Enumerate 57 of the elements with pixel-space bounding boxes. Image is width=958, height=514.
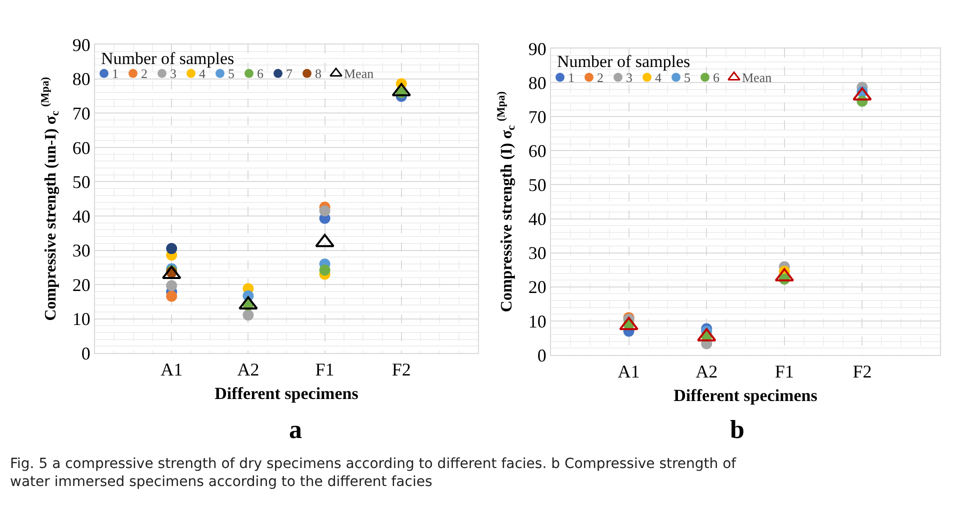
legend-label: 6 — [713, 70, 720, 85]
legend-title: Number of samples — [557, 52, 690, 71]
point — [242, 310, 254, 321]
legend-label: Mean — [742, 70, 772, 85]
point — [319, 264, 330, 276]
y-tick-label: 70 — [72, 103, 90, 124]
x-tick-label: A2 — [237, 360, 260, 380]
legend-label: 2 — [141, 66, 148, 81]
y-tick-label: 20 — [528, 277, 546, 298]
y-tick-label: 70 — [528, 106, 546, 127]
text: a — [289, 415, 302, 444]
legend-label: 3 — [170, 66, 176, 81]
y-tick-label: 0 — [537, 345, 546, 366]
legend-label: 4 — [199, 66, 206, 81]
y-tick-label: 40 — [528, 209, 546, 230]
y-tick-label: 90 — [528, 38, 546, 59]
legend-label: 6 — [257, 66, 264, 81]
x-tick-label: F2 — [852, 362, 872, 382]
legend-label: 1 — [568, 70, 574, 85]
legend-label: Mean — [344, 66, 374, 81]
y-tick-label: 40 — [72, 206, 90, 226]
x-tick-label: F1 — [774, 362, 794, 382]
x-axis-title: Different specimens — [214, 384, 359, 404]
x-tick-label: A1 — [618, 362, 640, 382]
point — [166, 290, 178, 302]
x-tick-label: A2 — [696, 362, 718, 382]
x-tick-label: A1 — [160, 360, 183, 380]
caption: Fig. 5 a compressive strength of dry specimens according to different facies. b Compressive strength of water immersed specimens according to the different facies — [10, 456, 738, 490]
legend-label: 5 — [228, 66, 234, 81]
legend-label: 7 — [286, 66, 293, 81]
legend-label: 2 — [597, 70, 604, 85]
legend-label: 1 — [112, 66, 118, 81]
y-tick-label: 20 — [72, 274, 90, 295]
legend-label: 8 — [315, 66, 322, 81]
point — [166, 280, 178, 292]
x-tick-label: F2 — [392, 360, 411, 380]
point — [166, 243, 178, 254]
point — [319, 205, 330, 216]
y-tick-label: 50 — [72, 172, 90, 192]
x-axis-title: Different specimens — [674, 386, 818, 406]
y-tick-label: 80 — [72, 69, 90, 90]
y-tick-label: 30 — [72, 240, 90, 261]
text: b — [730, 415, 744, 444]
y-tick-label: 60 — [72, 138, 90, 158]
y-tick-label: 10 — [72, 309, 90, 330]
y-tick-label: 60 — [528, 140, 546, 161]
y-tick-label: 90 — [72, 34, 90, 55]
legend-title: Number of samples — [101, 49, 234, 68]
y-tick-label: 0 — [81, 343, 90, 364]
y-tick-label: 10 — [528, 311, 546, 332]
x-tick-label: F1 — [315, 360, 334, 380]
y-tick-label: 80 — [528, 72, 546, 93]
y-tick-label: 30 — [528, 243, 546, 264]
y-tick-label: 50 — [528, 175, 546, 196]
legend-label: 3 — [626, 70, 632, 85]
legend-label: 4 — [655, 70, 662, 85]
legend-label: 5 — [684, 70, 690, 85]
